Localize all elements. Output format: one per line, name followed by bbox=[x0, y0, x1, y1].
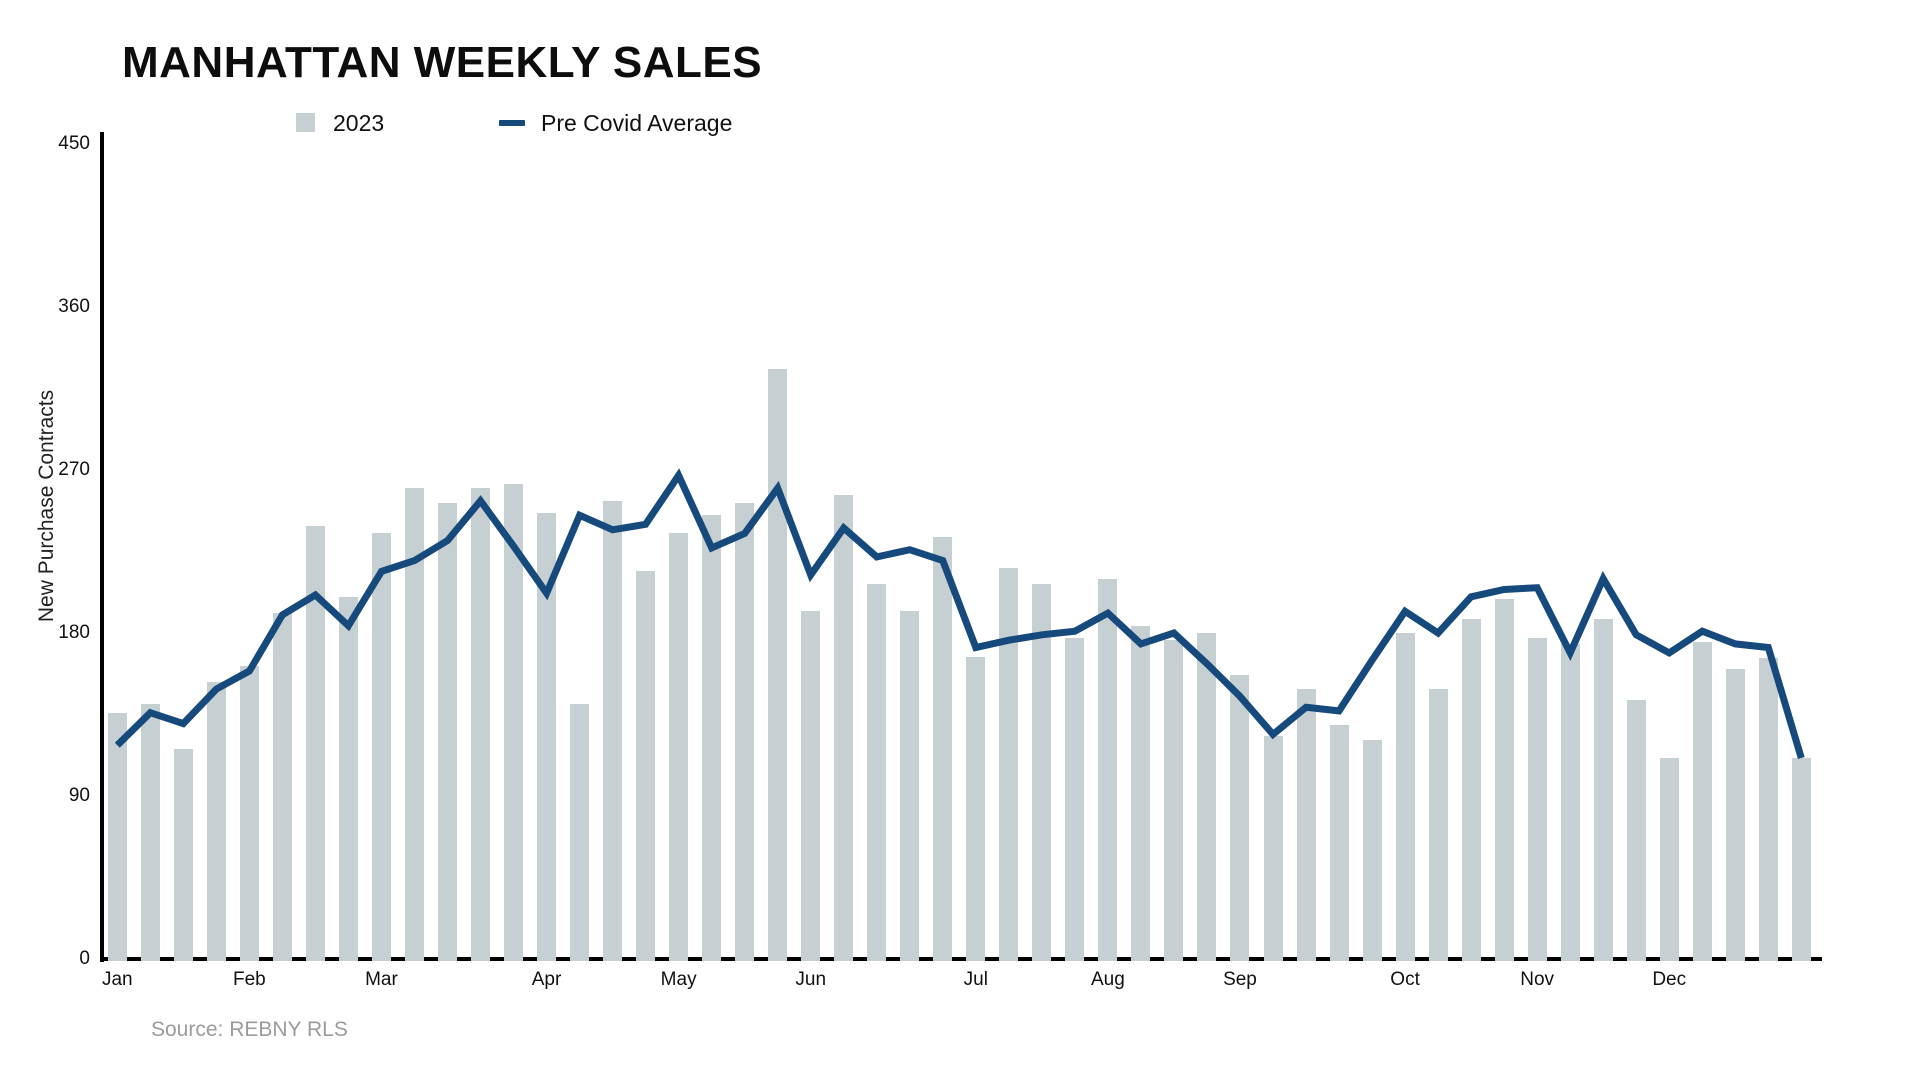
bar-2023-week-36 bbox=[1263, 736, 1283, 961]
legend: 2023 Pre Covid Average bbox=[0, 108, 1920, 140]
x-tick-label-aug: Aug bbox=[1090, 969, 1125, 990]
y-tick-label: 360 bbox=[58, 296, 90, 317]
bar-2023-week-39 bbox=[1362, 739, 1382, 961]
bar-2023-week-28 bbox=[999, 567, 1019, 961]
x-tick-label-dec: Dec bbox=[1652, 969, 1687, 990]
y-tick-label: 0 bbox=[79, 948, 90, 969]
bar-2023-week-44 bbox=[1527, 638, 1547, 961]
bar-2023-week-31 bbox=[1098, 578, 1118, 961]
bar-2023-week-7 bbox=[305, 526, 325, 961]
x-tick-label-sep: Sep bbox=[1223, 969, 1257, 990]
bar-2023-week-21 bbox=[768, 368, 788, 961]
chart-title: MANHATTAN WEEKLY SALES bbox=[122, 38, 763, 87]
x-tick-label-nov: Nov bbox=[1520, 969, 1555, 990]
bar-2023-week-23 bbox=[834, 495, 854, 961]
bar-2023-week-24 bbox=[867, 584, 887, 961]
bar-2023-week-41 bbox=[1428, 689, 1448, 961]
y-axis-title: New Purchase Contracts bbox=[35, 389, 58, 623]
bar-2023-week-34 bbox=[1197, 633, 1217, 961]
x-tick-label-oct: Oct bbox=[1390, 969, 1420, 990]
x-axis-line bbox=[100, 957, 1822, 961]
bar-2023-week-6 bbox=[272, 613, 292, 961]
bar-2023-week-32 bbox=[1131, 625, 1151, 961]
y-tick-label: 90 bbox=[68, 785, 90, 806]
y-tick-label: 180 bbox=[58, 622, 90, 643]
bar-2023-week-4 bbox=[206, 681, 226, 961]
bar-2023-week-50 bbox=[1725, 669, 1745, 961]
bar-2023-week-16 bbox=[603, 500, 623, 961]
bar-2023-week-45 bbox=[1560, 643, 1580, 961]
y-tick-label: 450 bbox=[58, 133, 90, 154]
x-tick-label-apr: Apr bbox=[531, 969, 562, 990]
bar-2023-week-8 bbox=[338, 596, 358, 961]
x-tick-label-jan: Jan bbox=[101, 969, 133, 990]
legend-bar-label: 2023 bbox=[333, 110, 385, 136]
bar-2023-week-48 bbox=[1659, 757, 1679, 961]
bar-2023-week-43 bbox=[1494, 598, 1514, 961]
bar-2023-week-35 bbox=[1230, 674, 1250, 961]
x-tick-label-jun: Jun bbox=[795, 969, 827, 990]
bar-2023-week-17 bbox=[636, 571, 656, 961]
legend-line-swatch bbox=[499, 120, 525, 126]
x-tick-label-feb: Feb bbox=[233, 969, 266, 990]
bar-2023-week-9 bbox=[371, 533, 391, 961]
bar-2023-week-2 bbox=[140, 703, 160, 961]
bar-2023-week-3 bbox=[173, 748, 193, 961]
bar-2023-week-14 bbox=[537, 513, 557, 961]
source-note: Source: REBNY RLS bbox=[151, 1018, 348, 1041]
bar-2023-week-26 bbox=[933, 537, 953, 961]
bar-2023-week-18 bbox=[669, 533, 689, 961]
bar-2023-week-37 bbox=[1296, 689, 1316, 961]
bar-2023-week-20 bbox=[735, 502, 755, 961]
bar-2023-week-5 bbox=[239, 665, 259, 961]
x-tick-label-jul: Jul bbox=[963, 969, 988, 990]
bar-2023-week-22 bbox=[801, 611, 821, 961]
y-axis-line bbox=[100, 132, 104, 962]
x-tick-label-mar: Mar bbox=[365, 969, 398, 990]
bar-2023-week-27 bbox=[966, 656, 986, 961]
legend-line-label: Pre Covid Average bbox=[541, 110, 733, 136]
y-tick-label: 270 bbox=[58, 459, 90, 480]
bar-2023-week-33 bbox=[1164, 640, 1184, 961]
bar-2023-week-1 bbox=[107, 712, 127, 961]
bar-2023-week-40 bbox=[1395, 633, 1415, 961]
bar-2023-week-29 bbox=[1032, 584, 1052, 961]
bar-2023-week-47 bbox=[1626, 700, 1646, 961]
bar-2023-week-12 bbox=[471, 488, 491, 961]
bar-2023-week-49 bbox=[1692, 642, 1712, 961]
legend-bar-swatch bbox=[296, 113, 315, 132]
bar-2023-week-52 bbox=[1791, 757, 1811, 961]
bar-2023-week-10 bbox=[404, 488, 424, 961]
bar-2023-week-15 bbox=[570, 703, 590, 961]
precovid-average-line-path bbox=[114, 468, 1805, 760]
bar-2023-week-51 bbox=[1758, 658, 1778, 961]
bar-2023-week-46 bbox=[1593, 618, 1613, 961]
bar-2023-week-13 bbox=[504, 484, 524, 961]
bar-2023-week-42 bbox=[1461, 618, 1481, 961]
bar-2023-week-11 bbox=[438, 502, 457, 961]
bar-2023-week-30 bbox=[1065, 638, 1085, 961]
x-tick-label-may: May bbox=[660, 969, 697, 990]
bar-2023-week-25 bbox=[900, 611, 920, 961]
bar-2023-week-19 bbox=[702, 515, 722, 961]
bar-2023-week-38 bbox=[1329, 725, 1349, 961]
